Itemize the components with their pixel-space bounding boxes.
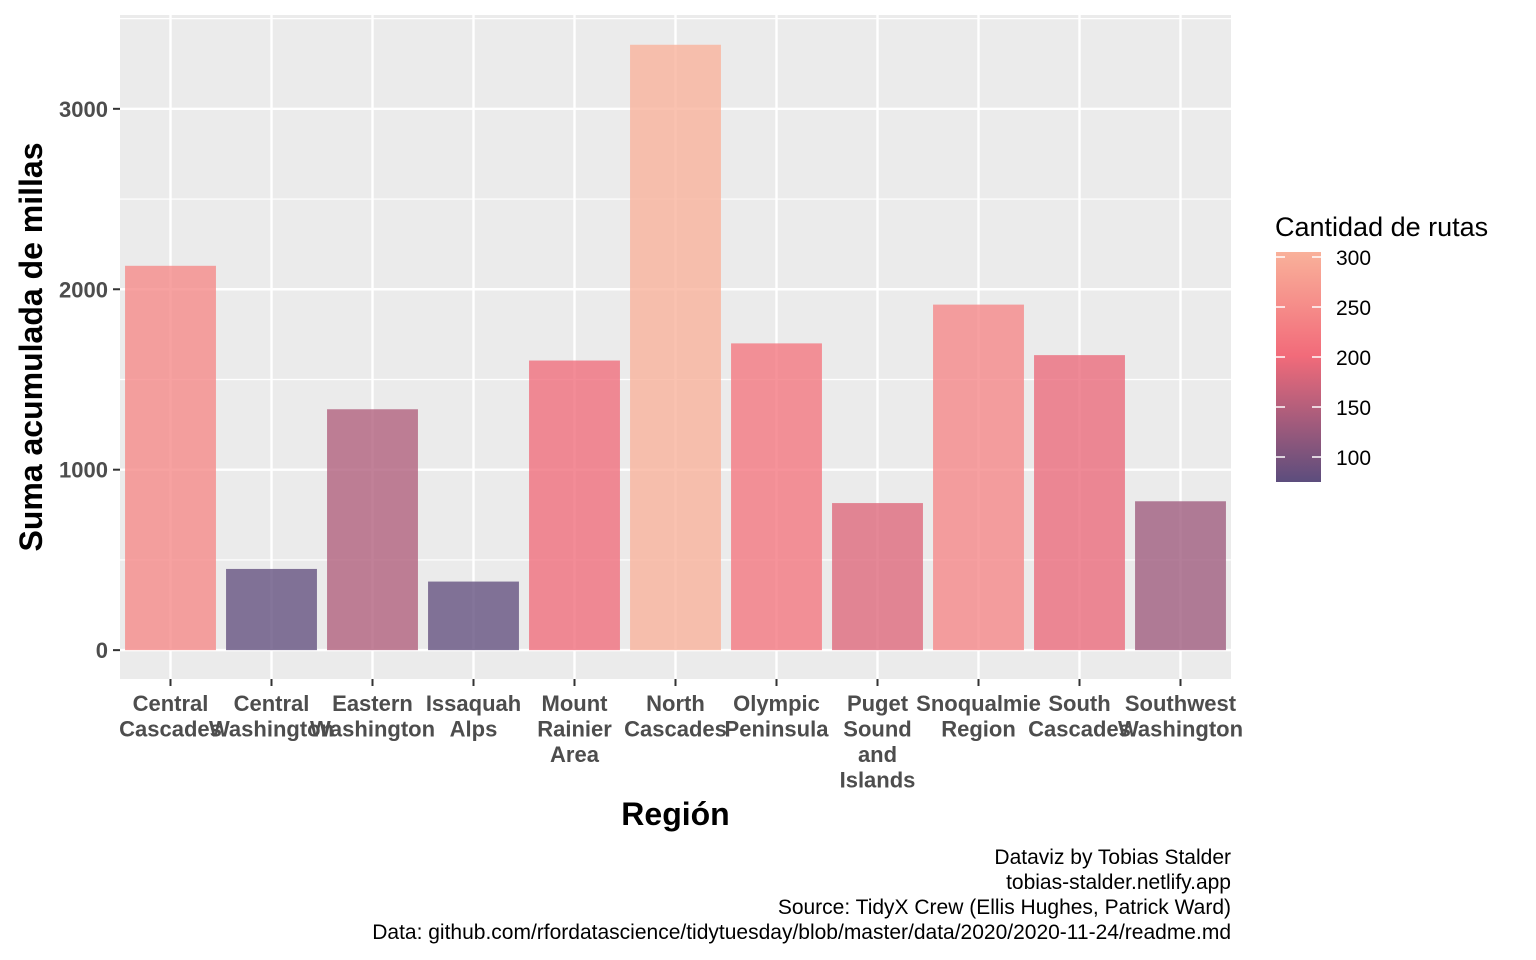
x-tick-label: Snoqualmie Region — [916, 691, 1041, 742]
y-axis-title: Suma acumulada de millas — [13, 142, 49, 551]
caption-line-2: tobias-stalder.netlify.app — [1006, 871, 1231, 894]
x-tick-label: Eastern Washington — [310, 691, 435, 742]
x-tick-label: Mount Rainier Area — [537, 691, 612, 767]
y-tick-label: 2000 — [59, 277, 108, 302]
y-tick-label: 1000 — [59, 458, 108, 483]
caption: Dataviz by Tobias Stalder tobias-stalder… — [372, 846, 1231, 944]
x-tick-label: Southwest Washington — [1118, 691, 1243, 742]
bar — [731, 343, 822, 651]
caption-line-3: Source: TidyX Crew (Ellis Hughes, Patric… — [778, 896, 1231, 919]
legend-title: Cantidad de rutas — [1275, 212, 1488, 242]
legend-tick-label: 300 — [1336, 247, 1371, 270]
bar — [832, 503, 923, 651]
bar — [933, 304, 1024, 651]
bars — [125, 44, 1226, 651]
x-axis-title: Región — [621, 796, 729, 832]
y-axis-ticks: 0 1000 2000 3000 — [59, 97, 120, 663]
bar — [226, 568, 317, 651]
bar — [1135, 501, 1226, 651]
legend: Cantidad de rutas 100 150 200 250 300 — [1275, 212, 1488, 482]
x-tick-label: Issaquah Alps — [426, 691, 521, 742]
x-tick-label: South Cascades — [1028, 691, 1131, 742]
bar — [529, 360, 620, 651]
y-tick-label: 0 — [96, 638, 108, 663]
x-tick-label: Puget Sound and Islands — [840, 691, 916, 793]
x-tick-label: Olympic Peninsula — [725, 691, 830, 742]
bar — [327, 409, 418, 651]
legend-tick-label: 250 — [1336, 297, 1371, 320]
legend-tick-label: 200 — [1336, 347, 1371, 370]
bar — [1034, 355, 1125, 651]
caption-line-4: Data: github.com/rfordatascience/tidytue… — [372, 921, 1231, 944]
legend-tick-label: 150 — [1336, 397, 1371, 420]
bar — [125, 265, 216, 651]
x-tick-label: North Cascades — [624, 691, 727, 742]
x-tick-label: Central Washington — [209, 691, 334, 742]
bar — [630, 44, 721, 651]
y-tick-label: 3000 — [59, 97, 108, 122]
x-tick-label: Central Cascades — [119, 691, 222, 742]
legend-colorbar — [1276, 252, 1321, 482]
bar — [428, 581, 519, 651]
caption-line-1: Dataviz by Tobias Stalder — [994, 846, 1231, 869]
legend-tick-label: 100 — [1336, 447, 1371, 470]
legend-ticks: 100 150 200 250 300 — [1276, 247, 1371, 470]
